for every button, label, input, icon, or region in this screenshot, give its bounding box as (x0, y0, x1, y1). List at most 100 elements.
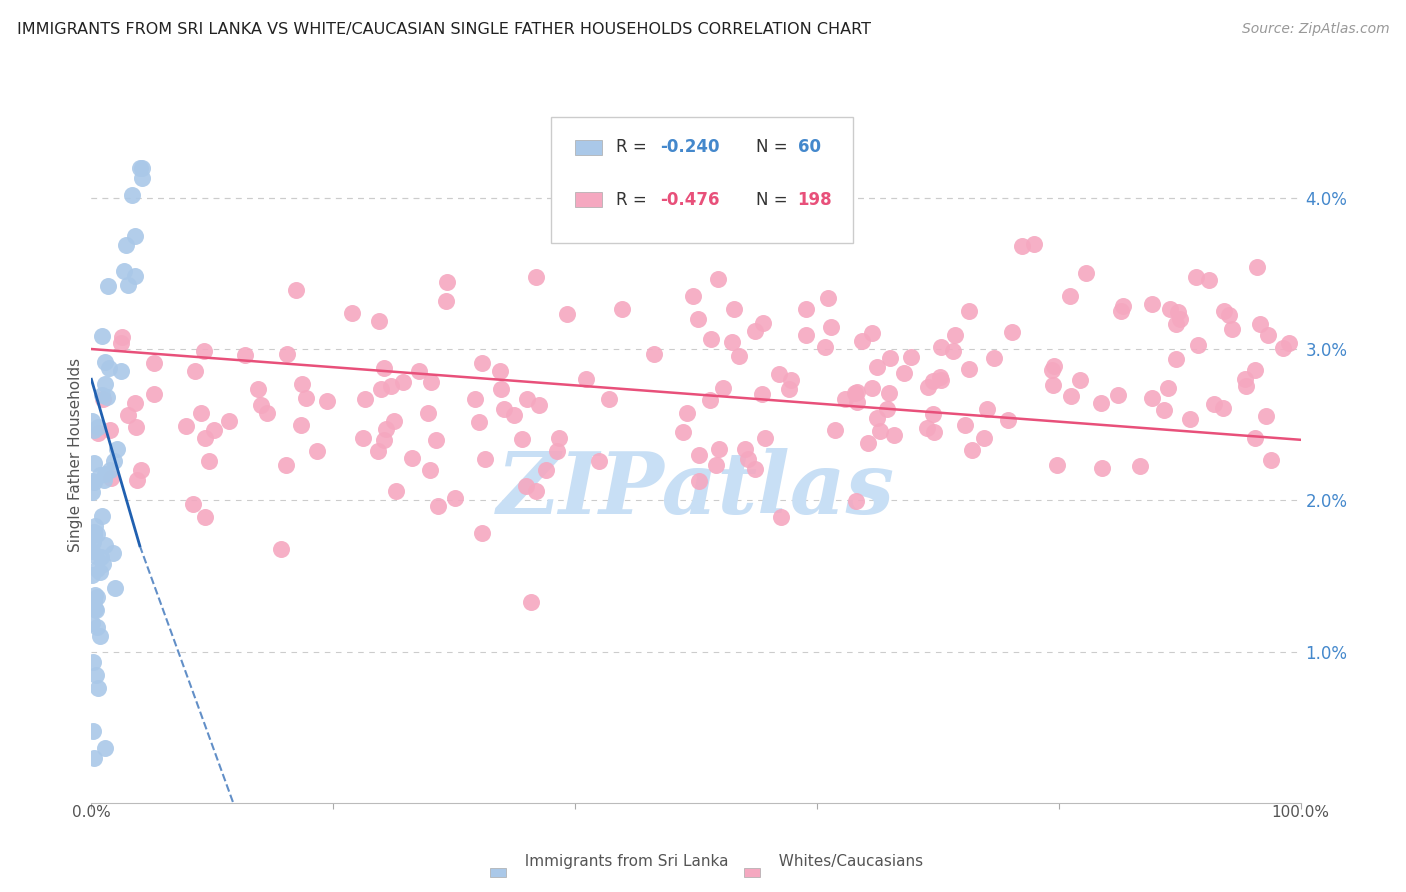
Point (233, 348, 256, 362)
Point (80, 616, 103, 631)
Point (87, 420, 110, 434)
Point (515, 479, 537, 493)
Point (983, 351, 1005, 366)
Point (290, 417, 312, 432)
Point (380, 378, 402, 392)
Point (367, 444, 389, 458)
Point (419, 463, 441, 477)
Point (612, 301, 634, 316)
Point (385, 484, 408, 499)
Point (820, 320, 842, 334)
Point (1166, 351, 1188, 366)
Point (90, 329, 112, 343)
Point (194, 431, 217, 445)
Point (491, 382, 513, 396)
FancyBboxPatch shape (744, 869, 759, 877)
Point (893, 366, 915, 380)
Point (392, 376, 415, 390)
Point (98, 423, 121, 437)
Point (922, 374, 945, 388)
Text: Source: ZipAtlas.com: Source: ZipAtlas.com (1241, 22, 1389, 37)
Point (769, 509, 792, 524)
Point (83, 423, 105, 437)
FancyBboxPatch shape (491, 869, 506, 877)
Point (1091, 461, 1114, 475)
Point (129, 161, 152, 175)
Point (510, 432, 533, 446)
Point (110, 335, 132, 350)
Point (1260, 452, 1282, 467)
Point (1244, 431, 1267, 445)
Point (1257, 327, 1279, 342)
Point (110, 364, 132, 378)
Point (704, 458, 727, 472)
Point (1249, 317, 1271, 331)
Point (817, 291, 839, 305)
Point (1159, 301, 1181, 316)
Point (876, 402, 898, 417)
Point (751, 316, 773, 330)
Point (929, 340, 952, 354)
Point (973, 431, 995, 445)
Point (125, 473, 148, 487)
Point (474, 452, 496, 467)
Point (1184, 269, 1206, 284)
Point (860, 381, 883, 395)
Point (370, 382, 392, 396)
Point (285, 284, 308, 298)
Point (124, 229, 146, 244)
Point (82, 544, 104, 558)
Point (83, 750, 105, 764)
Point (851, 334, 873, 348)
Point (100, 471, 122, 485)
Point (468, 416, 491, 430)
Point (1042, 359, 1064, 373)
Point (860, 326, 883, 340)
Point (922, 407, 945, 421)
Point (1156, 381, 1178, 395)
Point (883, 427, 905, 442)
Point (101, 546, 124, 560)
Point (86, 562, 108, 576)
Text: -0.476: -0.476 (659, 191, 720, 209)
Point (524, 483, 547, 498)
Point (1272, 341, 1295, 355)
Point (96, 390, 118, 404)
Point (744, 324, 766, 338)
Point (124, 396, 146, 410)
Point (1129, 459, 1152, 474)
Point (129, 463, 152, 477)
Point (373, 433, 395, 447)
Point (354, 392, 377, 407)
Point (342, 306, 364, 320)
Point (900, 351, 922, 365)
Point (89, 468, 111, 483)
Point (142, 356, 165, 370)
Point (1112, 299, 1135, 313)
Point (866, 359, 889, 374)
Point (316, 394, 339, 409)
Point (86, 549, 108, 563)
Point (83, 588, 105, 602)
Point (720, 334, 742, 349)
Point (1168, 311, 1191, 326)
Point (953, 418, 976, 433)
Point (125, 419, 148, 434)
Point (86, 668, 108, 682)
Point (1042, 363, 1064, 377)
Point (464, 392, 486, 406)
Point (471, 356, 494, 370)
Point (276, 346, 298, 360)
Point (131, 171, 153, 186)
Point (546, 443, 568, 458)
Text: Immigrants from Sri Lanka: Immigrants from Sri Lanka (515, 855, 728, 870)
Point (1277, 336, 1299, 351)
Point (846, 385, 869, 400)
Point (93, 467, 115, 481)
Point (82, 568, 104, 582)
Point (274, 458, 297, 472)
Point (524, 269, 547, 284)
Point (202, 423, 225, 437)
Point (80, 484, 103, 499)
Point (86, 620, 108, 634)
